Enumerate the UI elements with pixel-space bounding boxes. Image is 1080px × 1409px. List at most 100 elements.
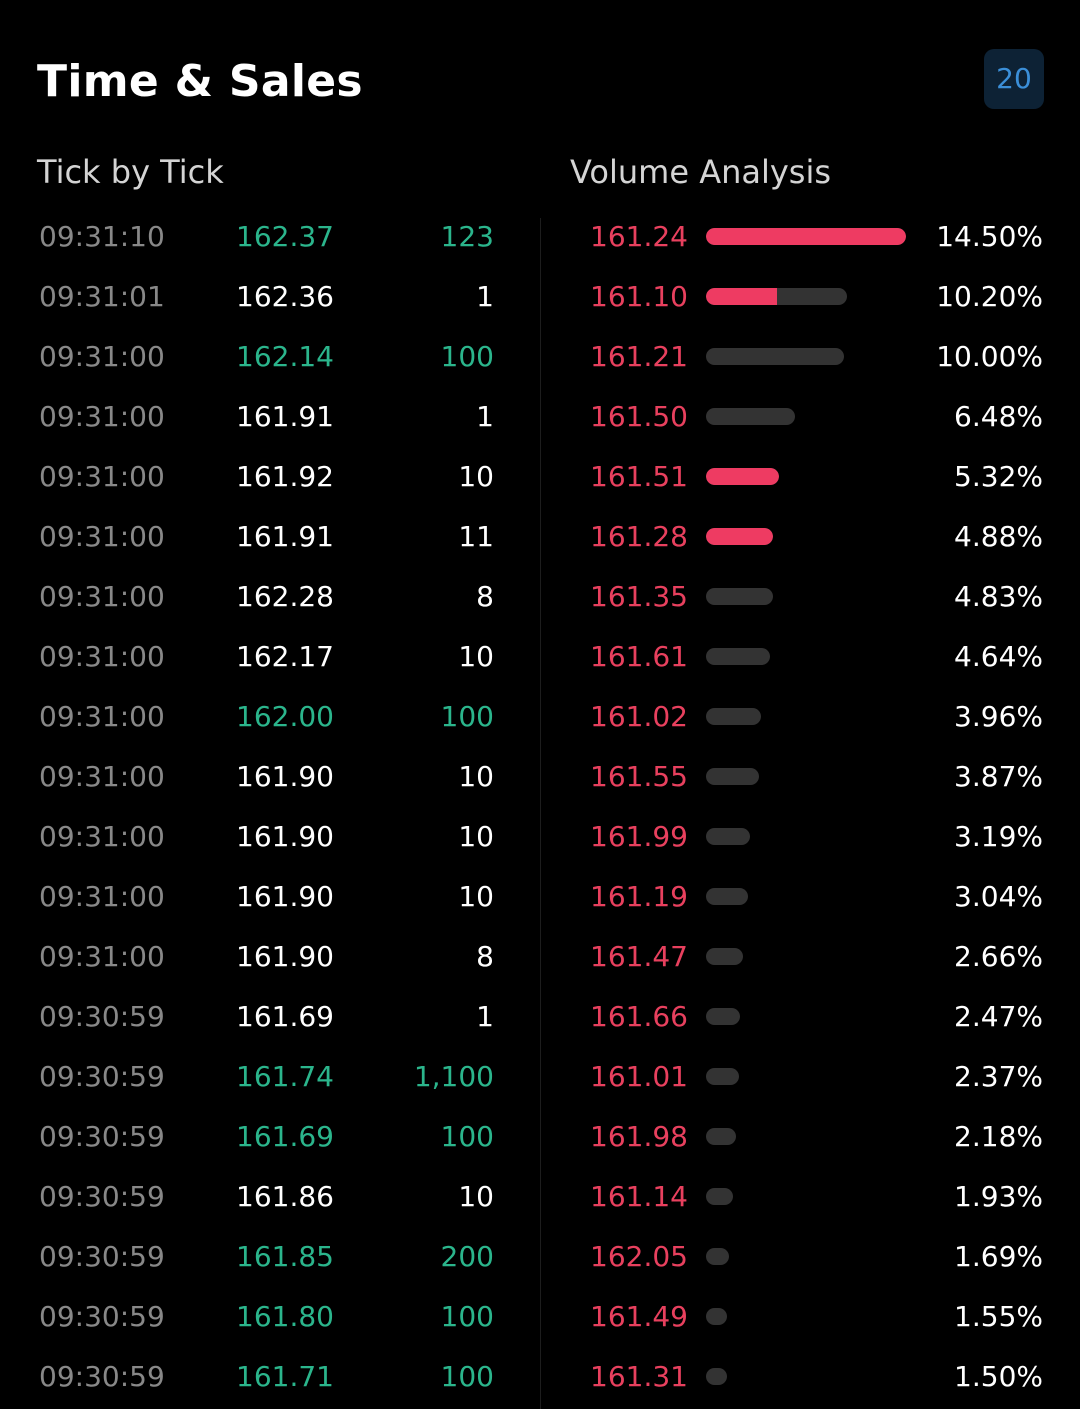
volume-percent: 2.18%	[954, 1120, 1043, 1153]
tick-time: 09:31:00	[39, 940, 165, 973]
tick-price: 161.69	[236, 1000, 334, 1033]
volume-price: 161.51	[590, 460, 688, 493]
volume-bar-fill	[706, 228, 906, 245]
volume-row: 161.55 3.87%	[541, 747, 1080, 807]
tick-row: 09:31:00 161.92 10	[0, 447, 540, 507]
volume-row: 161.61 4.64%	[541, 627, 1080, 687]
tick-volume: 100	[440, 340, 494, 373]
tick-row: 09:31:00 161.90 8	[0, 927, 540, 987]
tick-price: 161.91	[236, 520, 334, 553]
volume-percent: 2.66%	[954, 940, 1043, 973]
volume-row: 161.14 1.93%	[541, 1167, 1080, 1227]
tick-price: 161.86	[236, 1180, 334, 1213]
tick-row: 09:31:00 161.90 10	[0, 867, 540, 927]
tick-time: 09:31:00	[39, 580, 165, 613]
tick-price: 162.17	[236, 640, 334, 673]
volume-bar	[706, 948, 743, 965]
volume-percent: 4.83%	[954, 580, 1043, 613]
tick-row: 09:31:00 161.90 10	[0, 807, 540, 867]
volume-percent: 2.47%	[954, 1000, 1043, 1033]
volume-percent: 4.88%	[954, 520, 1043, 553]
volume-bar	[706, 768, 759, 785]
volume-bar	[706, 648, 770, 665]
tick-row: 09:30:59 161.85 200	[0, 1227, 540, 1287]
tick-row: 09:31:10 162.37 123	[0, 207, 540, 267]
tick-row: 09:30:59 161.69 1	[0, 987, 540, 1047]
volume-bar	[706, 1188, 733, 1205]
volume-row: 161.24 14.50%	[541, 207, 1080, 267]
tick-volume: 100	[440, 1300, 494, 1333]
page-title: Time & Sales	[37, 56, 363, 107]
row-count-button[interactable]: 20	[984, 49, 1044, 109]
tick-time: 09:31:00	[39, 880, 165, 913]
volume-price: 161.99	[590, 820, 688, 853]
tick-volume: 1	[476, 1000, 494, 1033]
tick-price: 161.90	[236, 760, 334, 793]
tick-volume: 100	[440, 700, 494, 733]
tick-volume: 10	[458, 460, 494, 493]
volume-percent: 4.64%	[954, 640, 1043, 673]
volume-bar	[706, 1068, 739, 1085]
volume-row: 161.02 3.96%	[541, 687, 1080, 747]
tick-time: 09:31:00	[39, 760, 165, 793]
volume-percent: 3.87%	[954, 760, 1043, 793]
tick-time: 09:31:00	[39, 640, 165, 673]
tick-price: 162.36	[236, 280, 334, 313]
volume-percent: 10.20%	[936, 280, 1043, 313]
tick-price: 161.91	[236, 400, 334, 433]
tick-price: 161.90	[236, 940, 334, 973]
tick-volume: 1	[476, 280, 494, 313]
volume-percent: 5.32%	[954, 460, 1043, 493]
tick-row: 09:31:00 162.28 8	[0, 567, 540, 627]
tick-price: 161.90	[236, 880, 334, 913]
tick-time: 09:31:00	[39, 820, 165, 853]
tick-volume: 10	[458, 760, 494, 793]
volume-row: 161.99 3.19%	[541, 807, 1080, 867]
volume-row: 161.21 10.00%	[541, 327, 1080, 387]
volume-price: 161.35	[590, 580, 688, 613]
volume-percent: 3.96%	[954, 700, 1043, 733]
tick-price: 161.69	[236, 1120, 334, 1153]
volume-row: 161.19 3.04%	[541, 867, 1080, 927]
volume-bar-fill	[706, 468, 779, 485]
volume-row: 161.51 5.32%	[541, 447, 1080, 507]
tick-volume: 10	[458, 1180, 494, 1213]
volume-bar	[706, 408, 795, 425]
volume-price: 161.28	[590, 520, 688, 553]
tick-price: 162.14	[236, 340, 334, 373]
tick-row: 09:30:59 161.71 100	[0, 1347, 540, 1407]
volume-percent: 3.04%	[954, 880, 1043, 913]
volume-percent: 10.00%	[936, 340, 1043, 373]
tick-price: 161.74	[236, 1060, 334, 1093]
tick-row: 09:30:59 161.80 100	[0, 1287, 540, 1347]
volume-percent: 1.55%	[954, 1300, 1043, 1333]
volume-analysis-heading: Volume Analysis	[570, 153, 832, 191]
tick-time: 09:30:59	[39, 1240, 165, 1273]
volume-price: 161.14	[590, 1180, 688, 1213]
tick-volume: 123	[440, 220, 494, 253]
tick-volume: 1	[476, 400, 494, 433]
volume-row: 161.28 4.88%	[541, 507, 1080, 567]
tick-row: 09:31:00 162.14 100	[0, 327, 540, 387]
tick-time: 09:30:59	[39, 1120, 165, 1153]
tick-time: 09:31:00	[39, 460, 165, 493]
volume-row: 161.49 1.55%	[541, 1287, 1080, 1347]
volume-bar-fill	[706, 528, 773, 545]
volume-price: 161.55	[590, 760, 688, 793]
tick-time: 09:31:01	[39, 280, 165, 313]
volume-price: 161.98	[590, 1120, 688, 1153]
volume-percent: 2.37%	[954, 1060, 1043, 1093]
tick-row: 09:30:59 161.74 1,100	[0, 1047, 540, 1107]
tick-price: 162.00	[236, 700, 334, 733]
tick-time: 09:31:00	[39, 400, 165, 433]
volume-bar	[706, 348, 844, 365]
volume-price: 161.31	[590, 1360, 688, 1393]
volume-bar	[706, 228, 906, 245]
volume-bar	[706, 1008, 740, 1025]
volume-price: 161.02	[590, 700, 688, 733]
tick-by-tick-heading: Tick by Tick	[37, 153, 224, 191]
tick-volume: 8	[476, 580, 494, 613]
volume-percent: 6.48%	[954, 400, 1043, 433]
tick-row: 09:31:00 161.91 1	[0, 387, 540, 447]
volume-row: 161.10 10.20%	[541, 267, 1080, 327]
